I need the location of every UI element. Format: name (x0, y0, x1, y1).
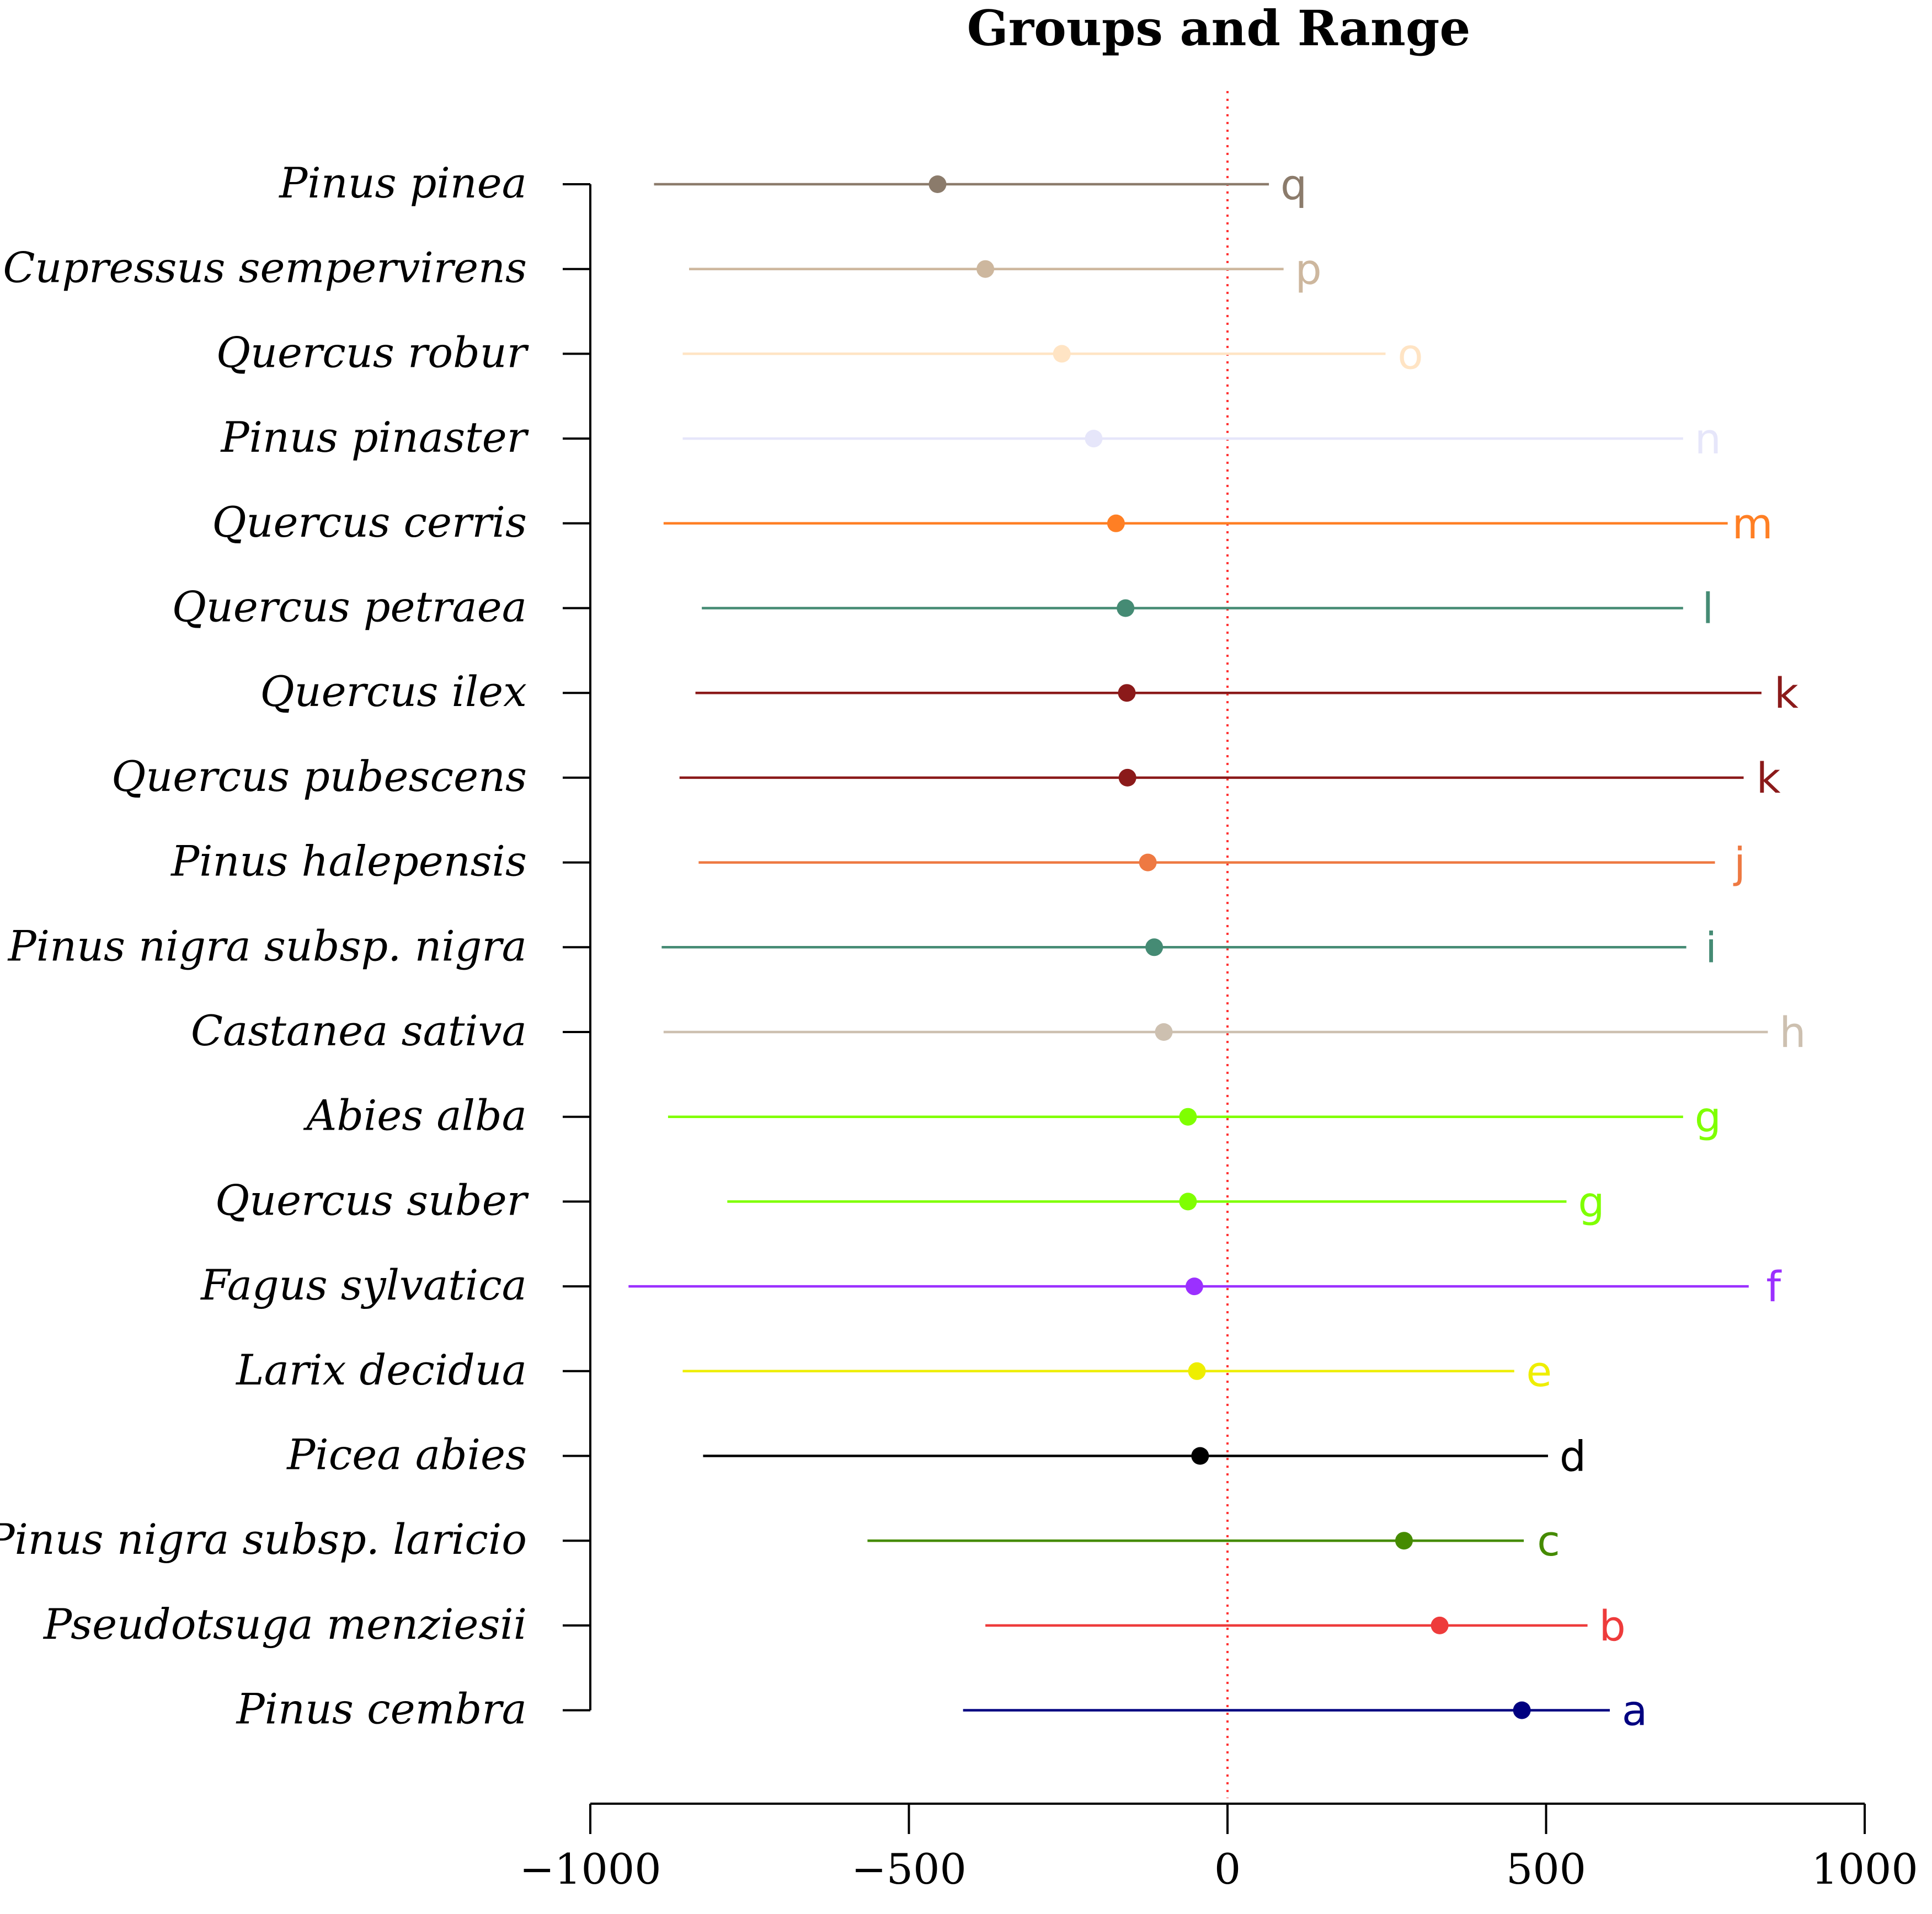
center-point (1053, 345, 1071, 363)
center-point (1179, 1108, 1197, 1126)
chart-title: Groups and Range (967, 0, 1471, 57)
center-point (1145, 938, 1164, 956)
species-label: Quercus robur (216, 328, 530, 377)
group-label: k (1757, 753, 1781, 803)
species-label: Picea abies (286, 1430, 527, 1479)
species-label: Pinus pinea (278, 158, 527, 207)
species-label: Pseudotsuga menziesii (42, 1600, 527, 1649)
group-label: k (1774, 669, 1798, 718)
species-label: Fagus sylvatica (200, 1260, 527, 1309)
group-label: g (1695, 1093, 1721, 1142)
center-point (1117, 599, 1135, 617)
species-label: Cupressus sempervirens (3, 243, 527, 292)
group-label: f (1766, 1262, 1782, 1311)
center-point (928, 175, 947, 193)
group-label: i (1705, 923, 1717, 972)
group-label: o (1397, 329, 1423, 378)
species-label: Pinus nigra subsp. laricio (0, 1515, 527, 1564)
center-point (1139, 853, 1157, 872)
center-point (1085, 430, 1103, 448)
group-label: j (1733, 838, 1746, 888)
center-point (1185, 1277, 1203, 1296)
center-point (1431, 1616, 1449, 1634)
species-label: Pinus halepensis (170, 837, 527, 886)
species-label: Quercus ilex (260, 667, 527, 716)
group-label: a (1622, 1686, 1648, 1735)
group-label: e (1526, 1347, 1552, 1396)
x-tick-label: 1000 (1811, 1845, 1918, 1894)
species-label: Pinus cembra (236, 1685, 527, 1734)
species-label: Quercus pubescens (111, 752, 527, 801)
center-point (1191, 1447, 1209, 1465)
center-point (1107, 514, 1125, 532)
species-label: Abies alba (303, 1091, 527, 1140)
species-label: Quercus petraea (172, 582, 527, 632)
center-point (1118, 768, 1136, 787)
species-label: Quercus cerris (212, 498, 527, 547)
center-point (1188, 1362, 1206, 1380)
x-tick-label: 0 (1214, 1845, 1241, 1894)
center-point (1155, 1023, 1173, 1041)
plot-area: Pinus pinea q Cupressus sempervirens p Querc… (0, 91, 1918, 1894)
species-label: Castanea sativa (191, 1006, 527, 1055)
group-label: q (1280, 160, 1307, 209)
group-label: h (1779, 1008, 1806, 1057)
center-point (1395, 1532, 1413, 1550)
group-label: g (1578, 1177, 1604, 1226)
group-label: m (1732, 499, 1773, 548)
group-label: d (1560, 1432, 1586, 1481)
x-tick-label: −500 (851, 1845, 967, 1894)
x-tick-label: −1000 (519, 1845, 661, 1894)
species-label: Larix decidua (235, 1345, 527, 1394)
center-point (1179, 1193, 1197, 1211)
center-point (976, 260, 995, 278)
center-point (1118, 684, 1136, 702)
group-label: l (1702, 584, 1714, 633)
group-label: c (1537, 1516, 1560, 1565)
x-tick-label: 500 (1506, 1845, 1586, 1894)
group-label: n (1695, 414, 1721, 463)
group-label: p (1295, 245, 1322, 294)
species-label: Pinus pinaster (220, 413, 529, 462)
species-label: Pinus nigra subsp. nigra (7, 921, 527, 970)
group-label: b (1599, 1601, 1625, 1650)
center-point (1513, 1701, 1531, 1719)
species-label: Quercus suber (215, 1175, 530, 1225)
